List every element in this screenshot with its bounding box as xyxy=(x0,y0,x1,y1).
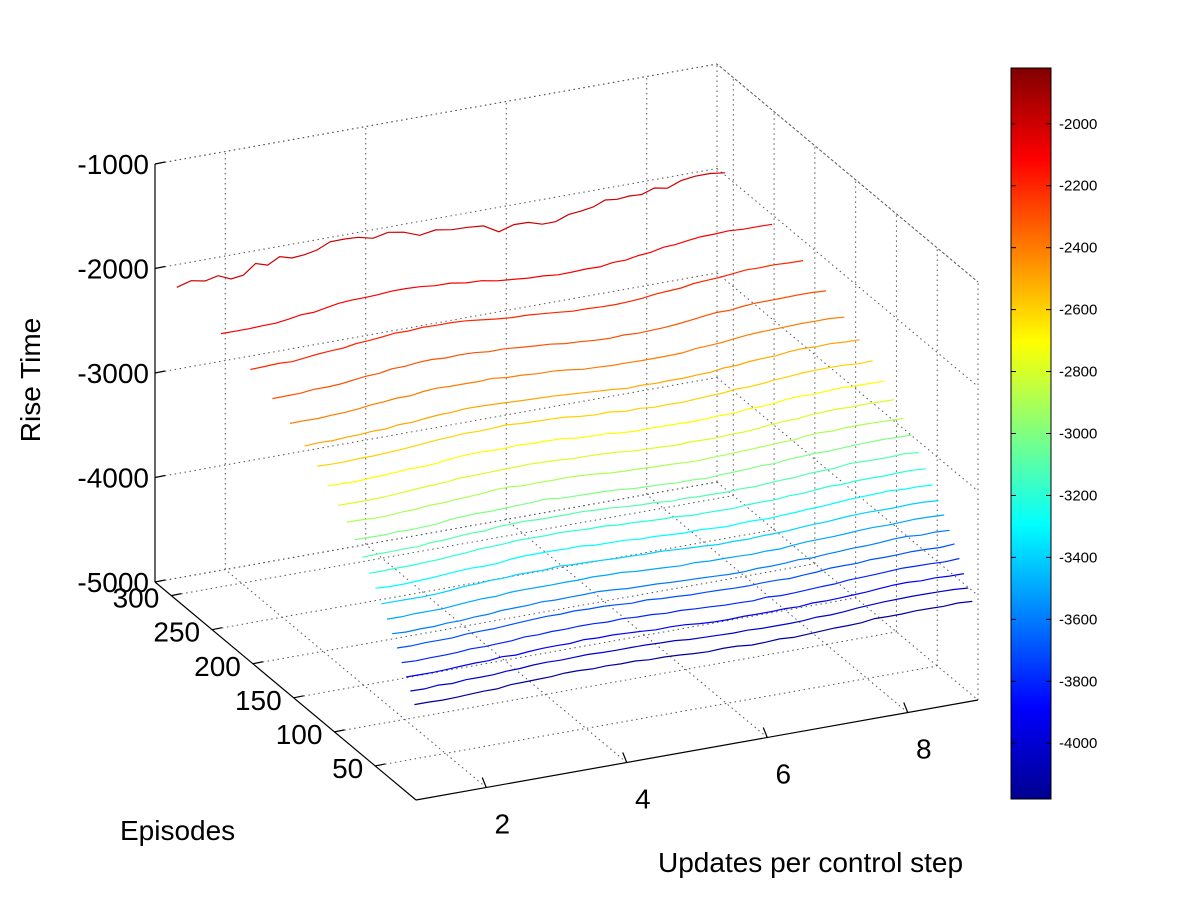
z-tick-mark xyxy=(154,579,166,583)
z-axis-label: Rise Time xyxy=(15,318,46,442)
z-tick-label: -2000 xyxy=(77,254,149,285)
colorbar-ticks: -2000 -2200 -2400 -2600 -2800 -3000 -3200 -3400… xyxy=(1011,116,1097,752)
contour-line xyxy=(401,557,960,664)
z-tick-mark xyxy=(154,161,166,165)
grid-line xyxy=(293,597,856,699)
contour-line xyxy=(405,573,965,678)
contour-line xyxy=(304,339,860,447)
grid-line xyxy=(716,272,979,492)
y-tick-label: 200 xyxy=(194,651,241,682)
colorbar-tick-label: -4000 xyxy=(1059,735,1097,752)
contour-line xyxy=(414,600,973,706)
contour-line xyxy=(368,468,927,574)
y-tick-mark xyxy=(375,763,386,767)
contour-line xyxy=(250,260,804,371)
colorbar-tick-label: -3400 xyxy=(1059,549,1097,566)
y-tick-label: 150 xyxy=(235,685,282,716)
y-tick-mark xyxy=(293,695,304,699)
grid-line xyxy=(252,563,815,665)
contour-line xyxy=(289,316,845,424)
z-tick-mark xyxy=(154,265,166,270)
y-tick-label: 300 xyxy=(113,583,160,614)
z-tick-label: -1000 xyxy=(77,149,149,180)
contour-line xyxy=(392,529,950,635)
colorbar-tick-label: -3800 xyxy=(1059,673,1097,690)
contour-line xyxy=(396,543,955,649)
y-tick-mark xyxy=(252,661,263,665)
grid-line xyxy=(154,63,718,165)
contour-surface xyxy=(176,172,973,706)
contour-line xyxy=(410,587,969,692)
z-tick-label: -5000 xyxy=(77,567,149,598)
grid-line xyxy=(716,63,979,283)
y-tick-label: 100 xyxy=(276,719,323,750)
z-tick-label: -4000 xyxy=(77,463,149,494)
y-tick-label: 250 xyxy=(153,617,200,648)
grid-lines xyxy=(154,63,979,788)
grid-line xyxy=(716,377,979,596)
contour-line xyxy=(328,380,885,487)
colorbar-tick-label: -2800 xyxy=(1059,364,1097,381)
y-tick-mark xyxy=(171,593,182,597)
colorbar-tick-label: -2400 xyxy=(1059,240,1097,257)
grid-line xyxy=(224,569,487,788)
x-tick-mark xyxy=(622,752,628,763)
colorbar-tick-label: -3600 xyxy=(1059,611,1097,628)
colorbar-tick-label: -2000 xyxy=(1059,116,1097,133)
x-tick-label: 2 xyxy=(494,809,510,840)
contour-line xyxy=(362,452,920,558)
grid-line xyxy=(716,481,979,701)
x-axis-label: Updates per control step xyxy=(658,847,963,878)
grid-line xyxy=(375,665,938,767)
z-tick-mark xyxy=(154,474,166,479)
grid-line xyxy=(334,631,897,733)
grid-line xyxy=(154,168,718,269)
colorbar-tick-label: -2600 xyxy=(1059,302,1097,319)
y-axis-label: Episodes xyxy=(120,815,235,846)
tick-labels: -1000-2000-3000-4000-5000300250200150100… xyxy=(77,149,931,840)
grid-line xyxy=(154,377,718,478)
contour-line xyxy=(346,417,904,523)
contour-line xyxy=(317,360,873,467)
colorbar-tick-label: -3200 xyxy=(1059,487,1097,504)
x-tick-label: 6 xyxy=(775,759,791,790)
x-tick-label: 8 xyxy=(916,734,932,765)
colorbar-tick-label: -3000 xyxy=(1059,426,1097,443)
grid-line xyxy=(365,544,628,763)
x-tick-mark xyxy=(903,702,909,713)
x-tick-label: 4 xyxy=(635,784,651,815)
axes xyxy=(154,161,979,801)
colorbar-tick-label: -2200 xyxy=(1059,178,1097,195)
grid-line xyxy=(171,495,734,597)
contour-line xyxy=(176,172,726,288)
contour-line xyxy=(220,223,773,335)
contour-line xyxy=(375,484,933,589)
grid-line xyxy=(646,494,909,713)
grid-line xyxy=(154,481,718,583)
y-tick-label: 50 xyxy=(332,753,363,784)
y-tick-mark xyxy=(334,729,345,733)
x-tick-mark xyxy=(762,727,768,738)
contour-line xyxy=(354,434,912,541)
colorbar: -2000 -2200 -2400 -2600 -2800 -3000 -3200 -3400… xyxy=(1010,67,1097,800)
z-tick-label: -3000 xyxy=(77,358,149,389)
contour-line xyxy=(337,399,895,506)
grid-line xyxy=(505,519,768,738)
contour-line xyxy=(386,514,945,620)
colorbar-rect xyxy=(1010,67,1052,800)
grid-line xyxy=(716,168,979,387)
x-axis-line xyxy=(415,699,979,801)
grid-line xyxy=(154,272,718,374)
z-tick-mark xyxy=(154,370,166,374)
y-axis-line xyxy=(154,581,417,801)
contour-line xyxy=(381,500,939,605)
y-tick-mark xyxy=(211,627,223,631)
contour-line xyxy=(272,290,827,400)
x-tick-mark xyxy=(481,777,487,788)
